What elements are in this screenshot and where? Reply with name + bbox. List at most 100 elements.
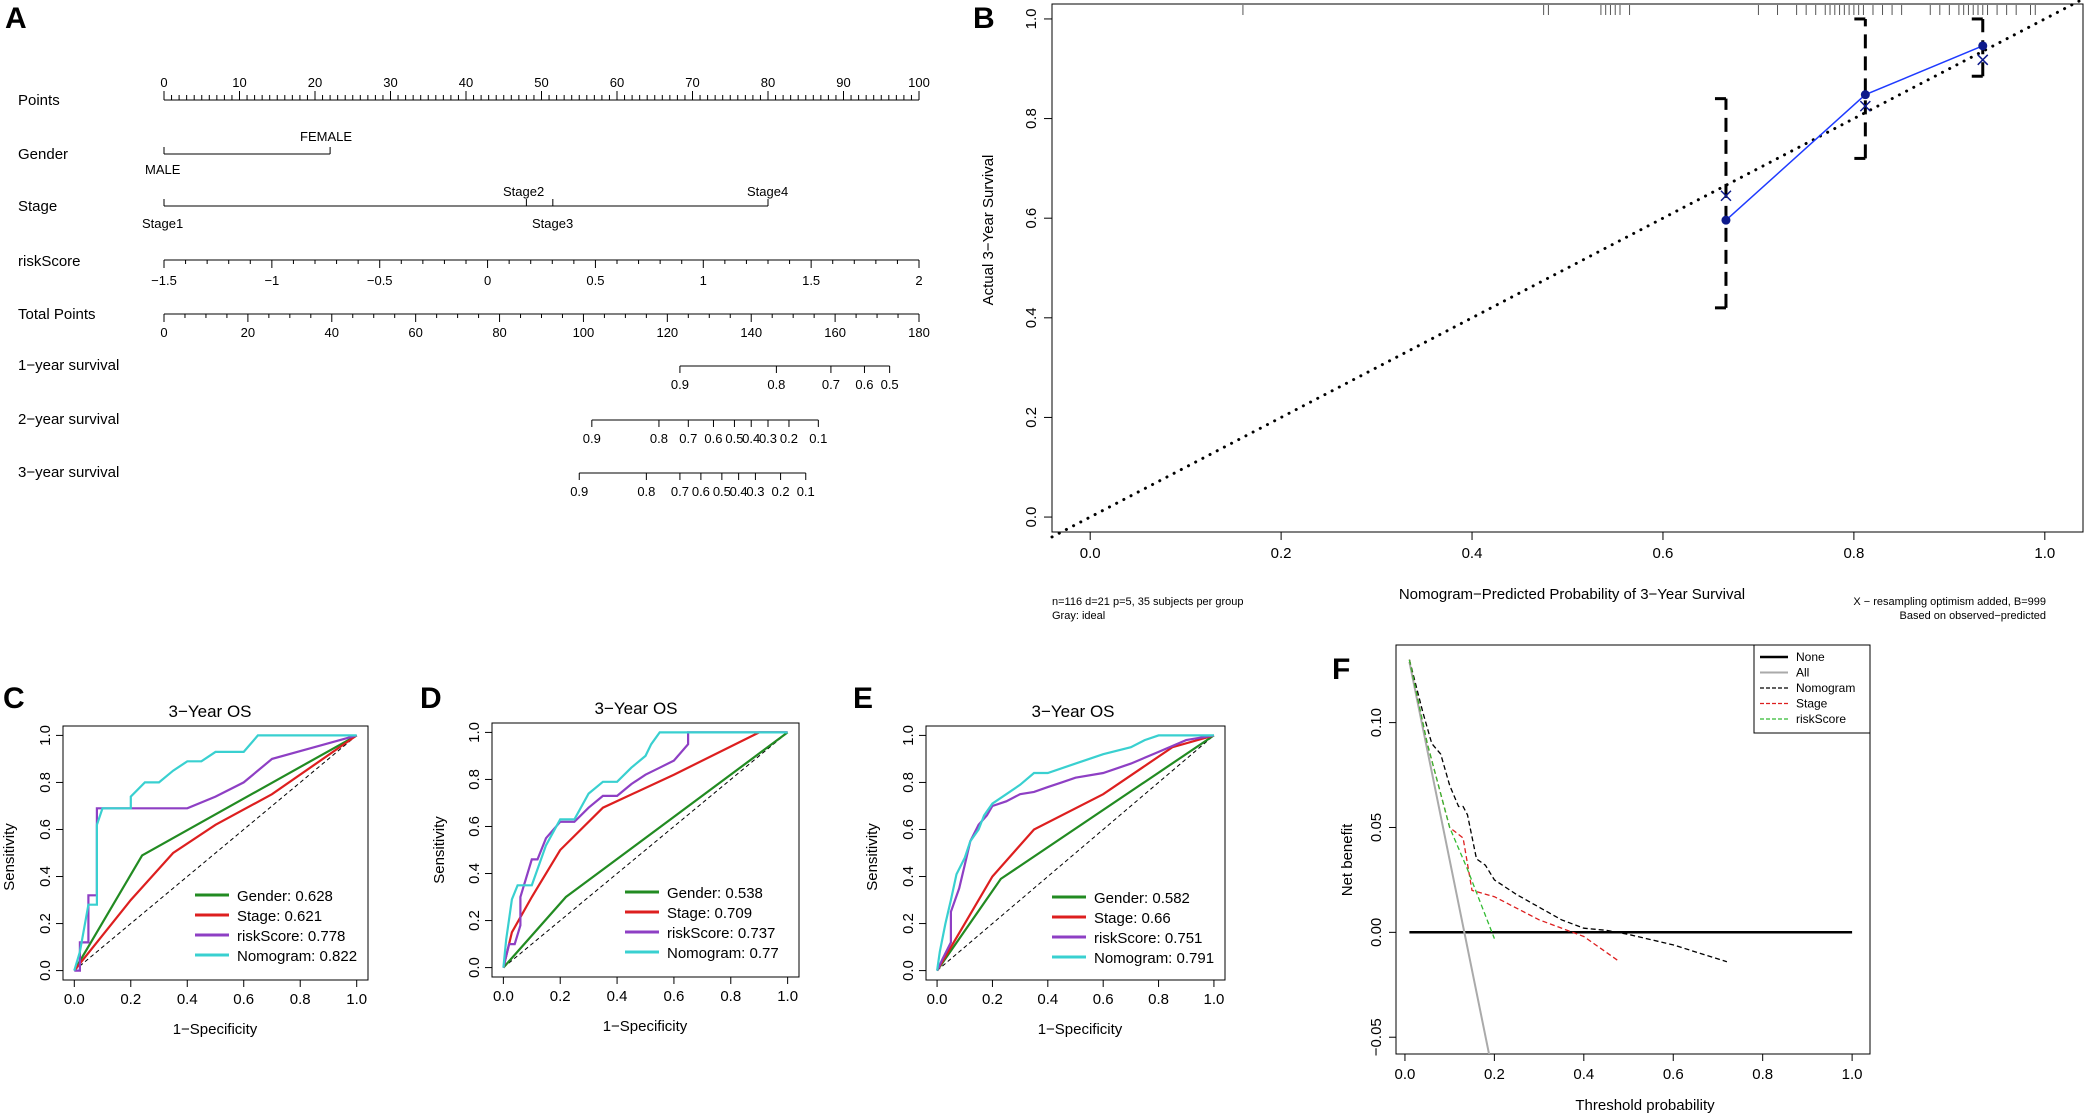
roc-x-tick-label: 0.2 (550, 988, 571, 1005)
stage-level-stage1: Stage1 (142, 216, 183, 231)
roc-y-tick-label: 0.2 (37, 913, 54, 934)
calibration-y-label: Actual 3−Year Survival (980, 155, 997, 306)
roc-panel-d: 3−Year OS 1−Specificity Sensitivity 0.0 0… (431, 699, 800, 1035)
survival-tick-label: 0.4 (742, 431, 760, 446)
dca-legend-box (1753, 644, 1871, 734)
roc-x-tick-label: 0.8 (290, 991, 311, 1008)
riskscore-tick-label: −1.5 (151, 273, 177, 288)
roc-curve-riskscore (74, 734, 357, 972)
roc-d-title: 3−Year OS (594, 699, 677, 718)
roc-c-title: 3−Year OS (168, 702, 251, 721)
dca-legend-label: Nomogram (1796, 681, 1855, 695)
survival-tick-label: 0.2 (780, 431, 798, 446)
survival-tick-label: 0.9 (570, 484, 588, 499)
roc-y-tick-label: 0.8 (900, 772, 917, 793)
roc-curve-gender (73, 734, 358, 972)
points-tick-label: 50 (534, 75, 548, 90)
survival-tick-label: 0.1 (797, 484, 815, 499)
decision-curve-panel: Threshold probability Net benefit 0.0 0.2… (1339, 644, 1871, 1114)
roc-x-tick-label: 0.6 (663, 988, 684, 1005)
riskscore-tick-label: −1 (264, 273, 279, 288)
observed-line (1725, 45, 1984, 221)
roc-curve-gender (502, 731, 789, 969)
dca-legend-label: riskScore (1796, 712, 1846, 726)
panel-label-e: E (853, 682, 873, 715)
roc-x-tick-label: 0.4 (1037, 991, 1058, 1008)
total-points-tick-label: 40 (325, 325, 339, 340)
calibration-x-label: Nomogram−Predicted Probability of 3−Year… (1399, 586, 1745, 603)
roc-legend-label: Nomogram: 0.822 (237, 948, 357, 965)
points-tick-label: 70 (685, 75, 699, 90)
total-points-tick-label: 80 (492, 325, 506, 340)
total-points-tick-label: 0 (160, 325, 167, 340)
roc-legend-label: Nomogram: 0.791 (1094, 950, 1214, 967)
survival-tick-label: 0.7 (679, 431, 697, 446)
roc-legend-label: Stage: 0.621 (237, 908, 322, 925)
calibration-y-tick-label: 0.2 (1023, 407, 1040, 428)
survival-tick-label: 0.7 (822, 377, 840, 392)
dca-curve-riskscore (1408, 659, 1496, 939)
dca-x-tick-label: 0.8 (1752, 1066, 1773, 1083)
dca-y-tick-label: −0.05 (1368, 1018, 1385, 1056)
roc-chance-line (73, 735, 358, 971)
survival-tick-label: 0.7 (671, 484, 689, 499)
riskscore-tick-label: 0 (484, 273, 491, 288)
survival-tick-label: 0.8 (767, 377, 785, 392)
panel-label-a: A (5, 2, 27, 35)
roc-legend-label: riskScore: 0.751 (1094, 930, 1202, 947)
nomogram-row-label-stage: Stage (18, 198, 57, 215)
calibration-x-tick-label: 1.0 (2034, 545, 2055, 562)
roc-plot-frame (62, 725, 369, 981)
nomogram-row-label-total-points: Total Points (18, 306, 96, 323)
roc-y-tick-label: 0.4 (466, 863, 483, 884)
survival-tick-label: 0.1 (809, 431, 827, 446)
roc-legend-label: Gender: 0.628 (237, 888, 333, 905)
riskscore-tick-label: 0.5 (586, 273, 604, 288)
calibration-panel: Nomogram−Predicted Probability of 3−Year… (980, 0, 2085, 622)
riskscore-tick-label: 2 (915, 273, 922, 288)
roc-legend-label: Stage: 0.66 (1094, 910, 1171, 927)
roc-y-tick-label: 0.0 (466, 957, 483, 978)
roc-y-tick-label: 1.0 (466, 722, 483, 743)
nomogram-row-label-3yr: 3−year survival (18, 464, 119, 481)
survival-tick-label: 0.9 (583, 431, 601, 446)
points-tick-label: 10 (232, 75, 246, 90)
calibration-plot-frame (1051, 3, 2084, 533)
roc-y-tick-label: 0.6 (466, 816, 483, 837)
points-tick-label: 20 (308, 75, 322, 90)
roc-curve-nomogram (73, 734, 357, 971)
stage-level-stage4: Stage4 (747, 184, 788, 199)
panel-label-f: F (1332, 653, 1350, 686)
dca-curve-stage (1408, 659, 1620, 963)
dca-curve-nomogram (1408, 659, 1728, 963)
calibration-x-tick-label: 0.2 (1271, 545, 1292, 562)
ideal-line (1050, 0, 2085, 539)
dca-x-tick-label: 0.0 (1395, 1066, 1416, 1083)
dca-x-tick-label: 0.2 (1484, 1066, 1505, 1083)
gender-level-female: FEMALE (300, 129, 352, 144)
stage-level-stage2: Stage2 (503, 184, 544, 199)
survival-tick-label: 0.5 (725, 431, 743, 446)
roc-curve-nomogram (936, 734, 1214, 971)
survival-tick-label: 0.5 (881, 377, 899, 392)
calibration-y-tick-label: 0.4 (1023, 307, 1040, 328)
roc-y-tick-label: 0.6 (900, 819, 917, 840)
roc-y-tick-label: 0.4 (900, 866, 917, 887)
roc-x-tick-label: 0.4 (177, 991, 198, 1008)
dca-legend-label: All (1796, 666, 1809, 680)
roc-y-tick-label: 0.2 (466, 910, 483, 931)
points-tick-label: 40 (459, 75, 473, 90)
points-tick-label: 90 (836, 75, 850, 90)
panel-label-d: D (420, 682, 442, 715)
roc-chance-line (936, 735, 1215, 971)
survival-tick-label: 0.6 (704, 431, 722, 446)
calibration-y-tick-label: 0.0 (1023, 507, 1040, 528)
dca-y-tick-label: 0.00 (1368, 918, 1385, 947)
calibration-note-gray: Gray: ideal (1052, 610, 1105, 622)
roc-panel-c: 3−Year OS 1−Specificity Sensitivity 0.0 0… (1, 702, 369, 1038)
total-points-tick-label: 60 (408, 325, 422, 340)
survival-tick-label: 0.3 (746, 484, 764, 499)
roc-y-tick-label: 1.0 (900, 725, 917, 746)
roc-curve-gender (936, 734, 1215, 972)
points-tick-label: 0 (160, 75, 167, 90)
